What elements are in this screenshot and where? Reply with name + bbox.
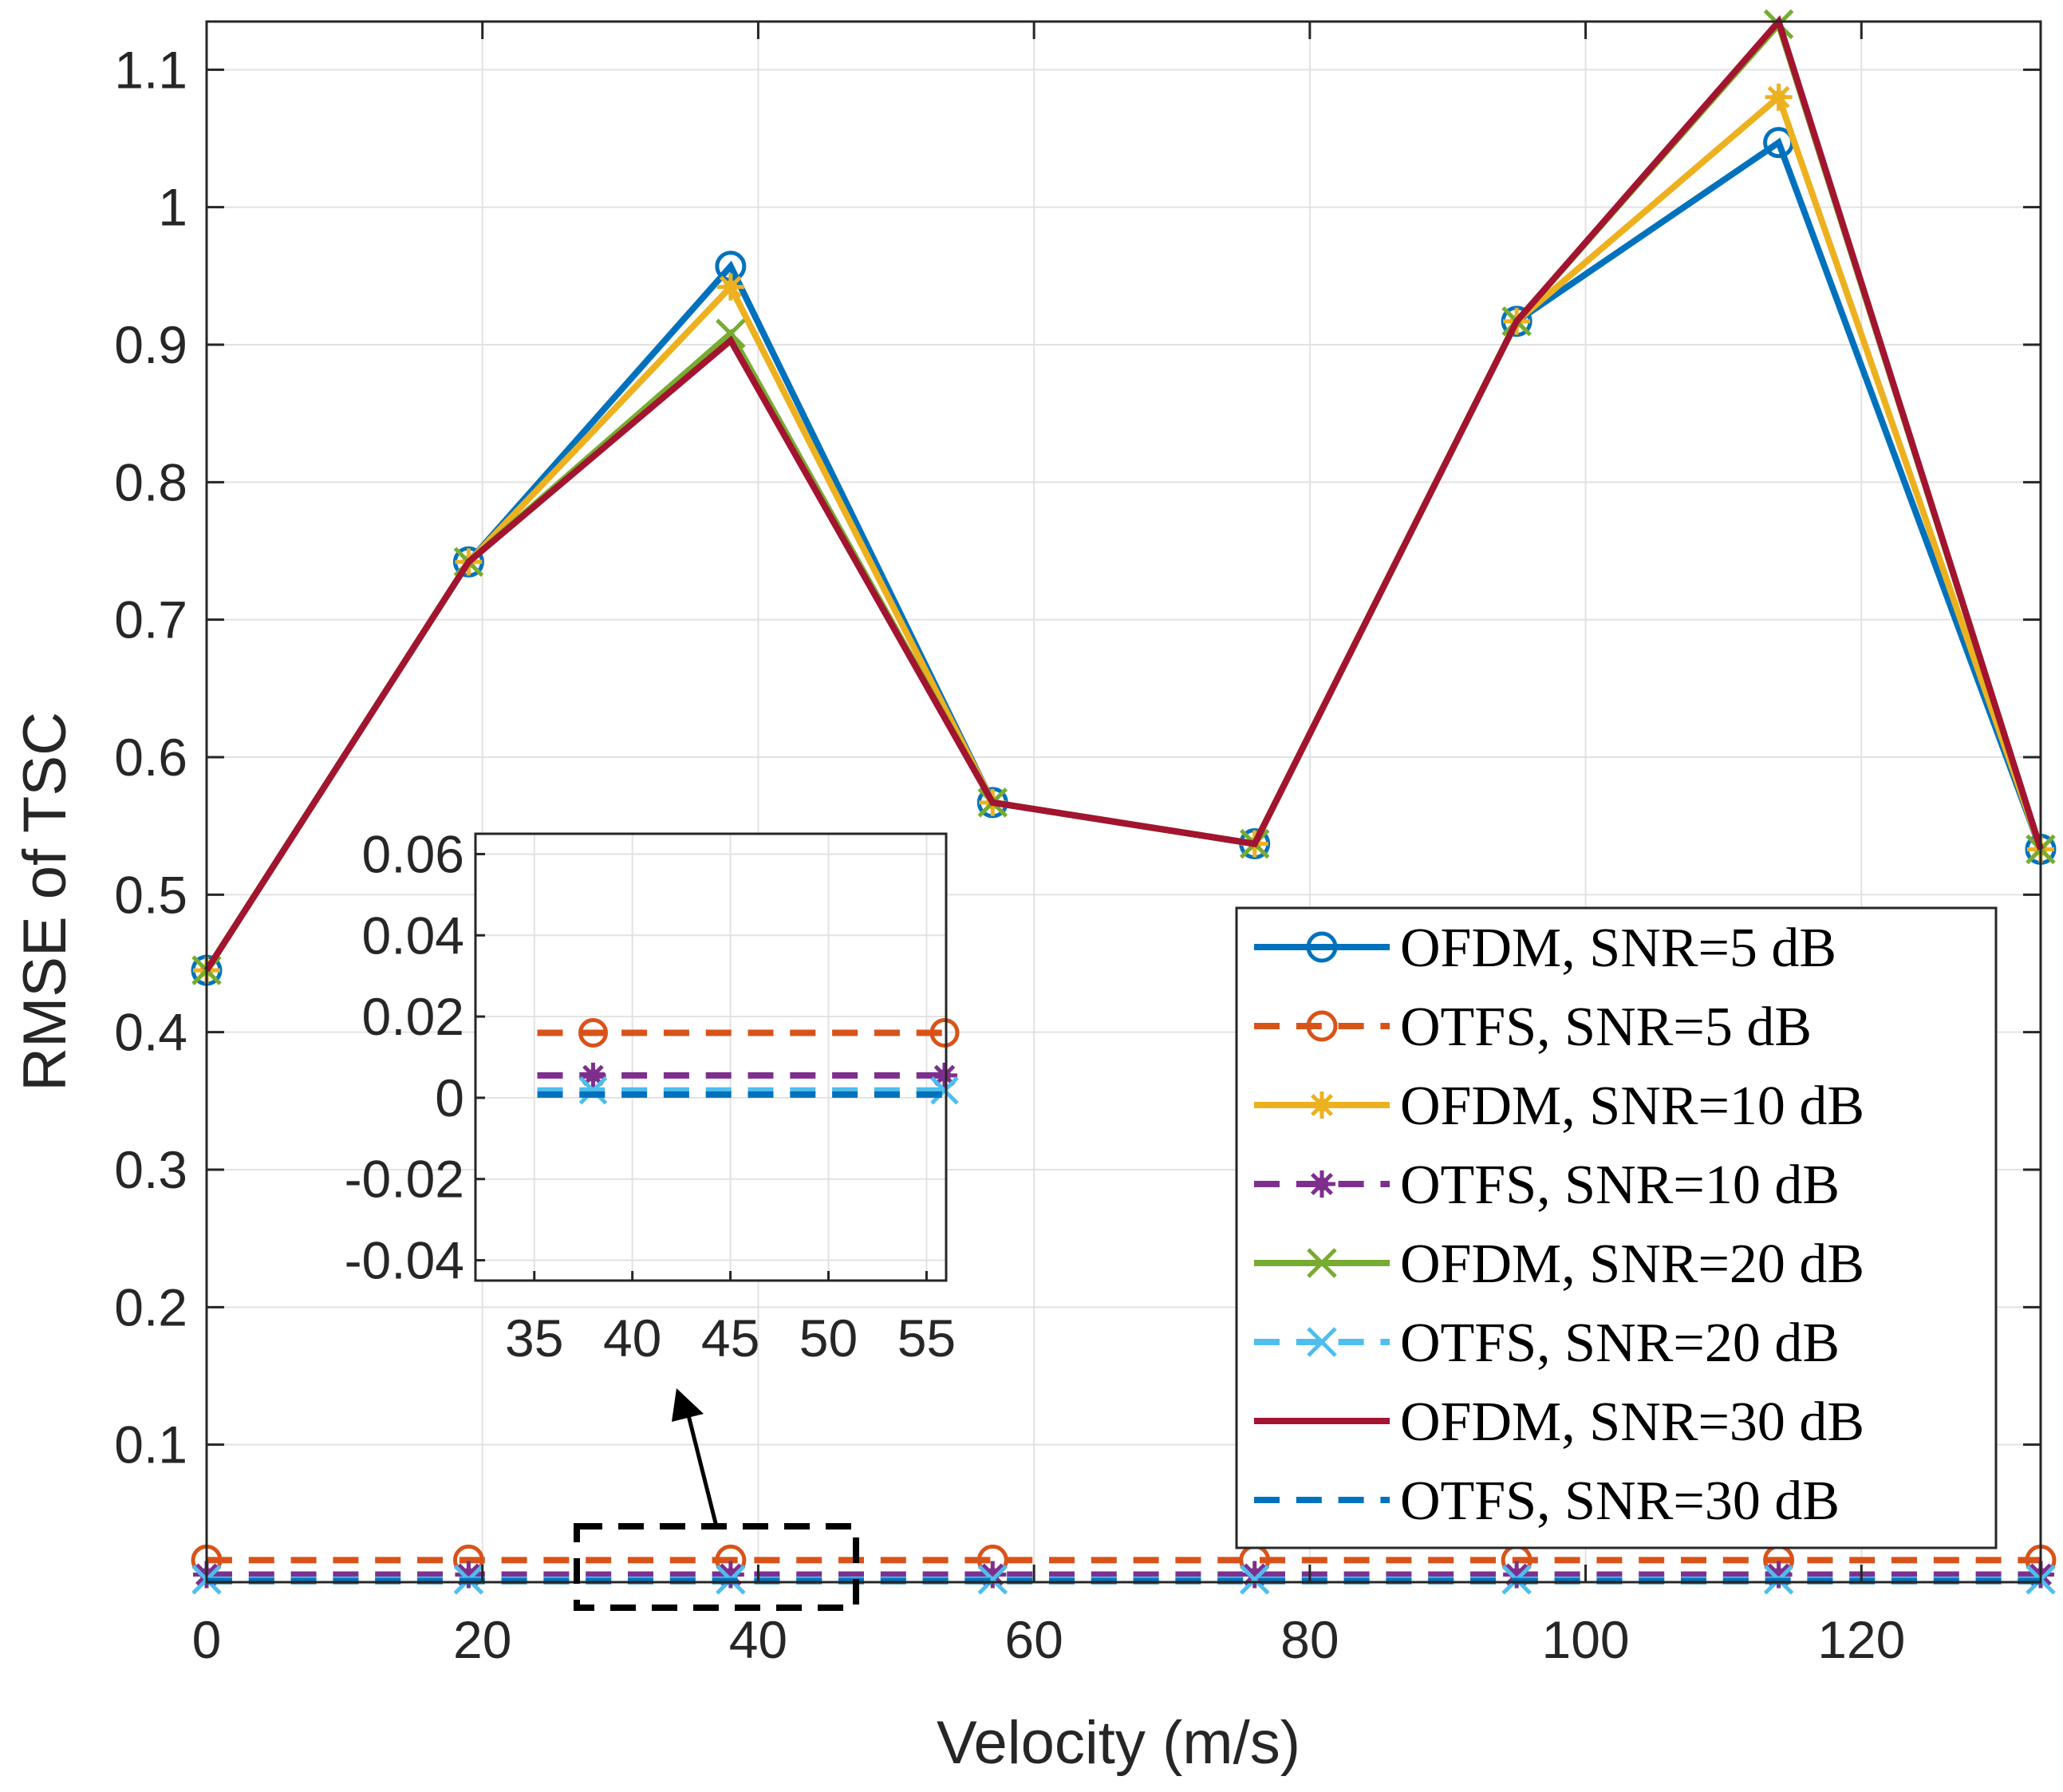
- inset-y-tick-label: 0.02: [362, 987, 464, 1046]
- legend-label-otfs-snr-20-db: OTFS, SNR=20 dB: [1400, 1312, 1840, 1374]
- series-line-ofdm-snr-30-db: [203, 15, 2044, 973]
- legend-item-ofdm-snr-5-db: OFDM, SNR=5 dB: [1254, 918, 1836, 979]
- y-tick-label: 0.8: [114, 452, 187, 511]
- inset-x-tick-label: 45: [701, 1308, 759, 1368]
- inset-chart: 35 40 45 50 55 -0.04 -0.02 0 0.02 0.04 0.06: [345, 824, 960, 1368]
- y-tick-label: 0.3: [114, 1140, 187, 1199]
- legend-item-ofdm-snr-30-db: OFDM, SNR=30 dB: [1254, 1391, 1864, 1453]
- x-tick-label: 60: [1004, 1610, 1063, 1669]
- point-ofdm-snr-20-db-2: [716, 318, 746, 349]
- legend-marker-ofdm-snr-20-db-b: [1307, 1248, 1337, 1278]
- inset-point-otfs-snr-5-db-1: [929, 1017, 960, 1048]
- x-tick-label: 100: [1542, 1610, 1630, 1669]
- legend-label-ofdm-snr-5-db: OFDM, SNR=5 dB: [1400, 918, 1836, 979]
- legend-item-ofdm-snr-10-db: OFDM, SNR=10 dB: [1254, 1076, 1864, 1137]
- point-ofdm-snr-20-db-2-b: [716, 318, 746, 349]
- y-tick-label: 0.9: [114, 315, 187, 374]
- inset-point-otfs-snr-10-db-0-core: [586, 1068, 600, 1082]
- y-tick-label: 0.2: [114, 1277, 187, 1336]
- legend-marker-ofdm-snr-10-db: [1308, 1091, 1335, 1119]
- legend-item-otfs-snr-20-db: OTFS, SNR=20 dB: [1254, 1312, 1840, 1374]
- legend-marker-otfs-snr-10-db-core: [1315, 1177, 1329, 1191]
- inset-x-tick-label: 35: [505, 1308, 563, 1368]
- x-tick-label: 120: [1817, 1610, 1905, 1669]
- inset-x-tick-label: 55: [897, 1308, 956, 1368]
- inset-point-otfs-snr-5-db-0: [578, 1017, 608, 1048]
- y-tick-label: 0.6: [114, 728, 187, 787]
- inset-y-tick-label: -0.02: [345, 1150, 464, 1209]
- inset-point-otfs-snr-20-db-0-b: [578, 1076, 608, 1105]
- y-tick-label: 0.4: [114, 1003, 187, 1062]
- inset-x-tick-label: 50: [799, 1308, 858, 1368]
- legend-marker-otfs-snr-10-db: [1308, 1170, 1335, 1198]
- y-tick-label: 1: [158, 178, 187, 237]
- point-ofdm-snr-10-db-6-core: [1772, 90, 1786, 105]
- inset-point-otfs-snr-10-db-1: [932, 1062, 957, 1088]
- legend-label-ofdm-snr-30-db: OFDM, SNR=30 dB: [1400, 1391, 1864, 1453]
- legend-marker-otfs-snr-5-db: [1306, 1010, 1338, 1042]
- x-tick-label: 80: [1280, 1610, 1339, 1669]
- x-tick-label: 40: [729, 1610, 787, 1669]
- legend-marker-otfs-snr-20-db-b: [1307, 1327, 1337, 1357]
- x-tick-label: 0: [192, 1610, 222, 1669]
- inset-y-tick-label: 0.04: [362, 906, 464, 965]
- zoom-marker: [574, 1388, 859, 1611]
- series-ofdm-snr-30-db: [203, 15, 2044, 973]
- point-ofdm-snr-10-db-2-core: [724, 280, 738, 294]
- legend-item-otfs-snr-30-db: OTFS, SNR=30 dB: [1254, 1470, 1840, 1532]
- legend: OFDM, SNR=5 dB OTFS, SNR=5 dB OFDM, SNR=10…: [1235, 906, 1998, 1549]
- point-ofdm-snr-10-db-2: [716, 273, 744, 301]
- point-ofdm-snr-10-db-6: [1765, 83, 1793, 111]
- y-tick-label: 0.7: [114, 590, 187, 649]
- legend-marker-ofdm-snr-5-db: [1306, 931, 1338, 963]
- legend-label-ofdm-snr-20-db: OFDM, SNR=20 dB: [1400, 1233, 1864, 1295]
- point-otfs-snr-20-db-4: [1239, 1565, 1270, 1595]
- legend-label-otfs-snr-30-db: OTFS, SNR=30 dB: [1400, 1470, 1840, 1532]
- zoom-arrowhead: [672, 1388, 704, 1422]
- y-tick-label: 1.1: [114, 40, 187, 99]
- legend-box: [1235, 906, 1998, 1549]
- inset-background: [475, 834, 946, 1281]
- inset-series-otfs-snr-20-db: [537, 1076, 959, 1105]
- x-axis-label: Velocity (m/s): [937, 1709, 1300, 1777]
- legend-item-otfs-snr-10-db: OTFS, SNR=10 dB: [1254, 1155, 1840, 1216]
- main-axes: [205, 20, 2042, 1584]
- legend-label-otfs-snr-5-db: OTFS, SNR=5 dB: [1400, 997, 1812, 1058]
- legend-item-otfs-snr-5-db: OTFS, SNR=5 dB: [1254, 997, 1812, 1058]
- y-axis-label: RMSE of TSC: [11, 712, 79, 1091]
- point-otfs-snr-20-db-3-b: [977, 1565, 1008, 1595]
- point-otfs-snr-20-db-4-b: [1239, 1565, 1270, 1595]
- legend-marker-otfs-snr-20-db: [1307, 1327, 1337, 1357]
- inset-point-otfs-snr-20-db-0: [578, 1076, 608, 1105]
- inset-x-tick-label: 40: [603, 1308, 661, 1368]
- inset-point-otfs-snr-20-db-1: [930, 1076, 959, 1105]
- point-otfs-snr-20-db-3: [977, 1565, 1008, 1595]
- inset-point-otfs-snr-10-db-0: [580, 1062, 606, 1088]
- legend-label-ofdm-snr-10-db: OFDM, SNR=10 dB: [1400, 1076, 1864, 1137]
- main-ticks: 0 20 40 60 80 100 120 0.1 0.2 0.3 0.4 0.5 0.6 0.7 0.8 0…: [114, 22, 2041, 1669]
- main-plot-frame: [205, 20, 2042, 1584]
- legend-item-ofdm-snr-20-db: OFDM, SNR=20 dB: [1254, 1233, 1864, 1295]
- inset-y-tick-label: 0: [435, 1068, 464, 1127]
- inset-point-otfs-snr-20-db-1-b: [930, 1076, 959, 1105]
- y-tick-label: 0.1: [114, 1415, 187, 1474]
- y-tick-label: 0.5: [114, 865, 187, 924]
- inset-y-tick-label: 0.06: [362, 824, 464, 883]
- inset-frame: [474, 832, 948, 1282]
- x-tick-label: 20: [453, 1610, 511, 1669]
- zoom-arrow-line: [685, 1411, 719, 1527]
- legend-label-otfs-snr-10-db: OTFS, SNR=10 dB: [1400, 1155, 1840, 1216]
- legend-marker-ofdm-snr-10-db-core: [1315, 1098, 1329, 1112]
- legend-marker-ofdm-snr-20-db: [1307, 1248, 1337, 1278]
- inset-series-otfs-snr-5-db: [537, 1017, 960, 1048]
- inset-point-otfs-snr-10-db-1-core: [938, 1068, 951, 1082]
- inset-y-tick-label: -0.04: [345, 1231, 464, 1290]
